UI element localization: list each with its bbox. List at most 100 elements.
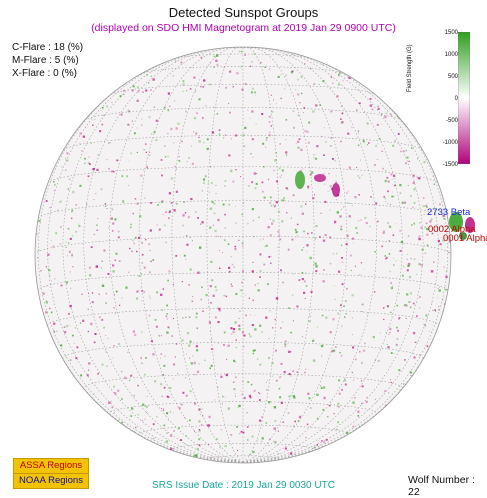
field-speckle <box>331 77 333 79</box>
field-speckle <box>410 371 412 373</box>
field-speckle <box>189 316 190 317</box>
field-speckle <box>92 292 93 293</box>
field-speckle <box>411 258 412 259</box>
field-speckle <box>136 298 138 300</box>
field-speckle <box>278 247 279 248</box>
field-speckle <box>99 130 101 132</box>
field-speckle <box>239 318 240 319</box>
field-speckle <box>40 270 41 271</box>
field-speckle <box>307 186 309 188</box>
field-speckle <box>146 406 148 408</box>
field-speckle <box>314 238 316 240</box>
field-speckle <box>142 404 144 406</box>
field-speckle <box>190 390 192 392</box>
field-speckle <box>268 357 270 359</box>
field-speckle <box>391 196 393 198</box>
region-label-0001: 0001 Alpha <box>443 233 487 244</box>
field-speckle <box>221 429 222 430</box>
field-speckle <box>427 245 429 247</box>
field-speckle <box>219 446 221 448</box>
field-speckle <box>347 133 349 135</box>
field-speckle <box>96 169 98 171</box>
field-speckle <box>281 363 283 365</box>
field-speckle <box>300 149 302 151</box>
field-speckle <box>93 168 95 170</box>
field-speckle <box>402 275 404 277</box>
field-speckle <box>421 264 423 266</box>
field-speckle <box>108 273 110 275</box>
field-speckle <box>272 220 274 222</box>
field-speckle <box>102 285 104 287</box>
field-speckle <box>322 136 323 137</box>
field-speckle <box>214 56 216 58</box>
field-speckle <box>194 117 196 119</box>
field-speckle <box>145 406 146 407</box>
field-speckle <box>139 275 140 276</box>
field-speckle <box>242 331 244 333</box>
field-speckle <box>253 353 254 354</box>
field-speckle <box>399 317 401 319</box>
field-speckle <box>274 406 276 408</box>
field-speckle <box>425 315 427 317</box>
field-speckle <box>135 427 136 428</box>
field-speckle <box>247 439 249 441</box>
field-speckle <box>87 179 88 180</box>
field-speckle <box>116 160 118 162</box>
field-speckle <box>244 127 246 129</box>
field-speckle <box>293 320 294 321</box>
field-speckle <box>144 374 146 376</box>
field-speckle <box>417 158 418 159</box>
field-speckle <box>242 242 244 244</box>
field-speckle <box>338 406 340 408</box>
field-speckle <box>218 343 219 344</box>
field-speckle <box>230 434 232 436</box>
field-speckle <box>186 235 187 236</box>
field-speckle <box>49 275 50 276</box>
field-speckle <box>114 412 115 413</box>
field-speckle <box>97 218 98 219</box>
field-speckle <box>214 203 216 205</box>
field-speckle <box>343 206 344 207</box>
field-speckle <box>238 325 240 327</box>
field-speckle <box>228 345 230 347</box>
field-speckle <box>269 134 271 136</box>
field-speckle <box>356 167 357 168</box>
field-speckle <box>266 389 267 390</box>
field-speckle <box>153 78 155 80</box>
field-speckle <box>94 119 95 120</box>
field-speckle <box>167 319 168 320</box>
field-speckle <box>341 106 342 107</box>
field-speckle <box>386 177 388 179</box>
field-speckle <box>243 432 245 434</box>
field-speckle <box>170 128 172 130</box>
field-speckle <box>166 412 168 414</box>
field-speckle <box>254 390 256 392</box>
field-speckle <box>278 431 279 432</box>
field-speckle <box>186 395 188 397</box>
field-speckle <box>361 262 362 263</box>
field-speckle <box>165 211 167 213</box>
field-speckle <box>284 371 286 373</box>
field-speckle <box>47 254 49 256</box>
field-speckle <box>352 346 354 348</box>
field-speckle <box>338 84 340 86</box>
field-speckle <box>359 274 360 275</box>
field-speckle <box>75 357 77 359</box>
field-speckle <box>225 180 227 182</box>
field-speckle <box>199 247 201 249</box>
field-speckle <box>238 328 240 330</box>
field-speckle <box>405 162 407 164</box>
field-speckle <box>266 382 267 383</box>
field-speckle <box>198 420 200 422</box>
field-speckle <box>285 448 287 450</box>
field-speckle <box>252 208 254 210</box>
field-speckle <box>385 255 387 257</box>
field-speckle <box>270 219 271 220</box>
field-speckle <box>238 405 240 407</box>
field-speckle <box>121 422 123 424</box>
field-speckle <box>250 397 252 399</box>
field-speckle <box>323 154 325 156</box>
field-speckle <box>112 407 114 409</box>
field-speckle <box>276 201 278 203</box>
